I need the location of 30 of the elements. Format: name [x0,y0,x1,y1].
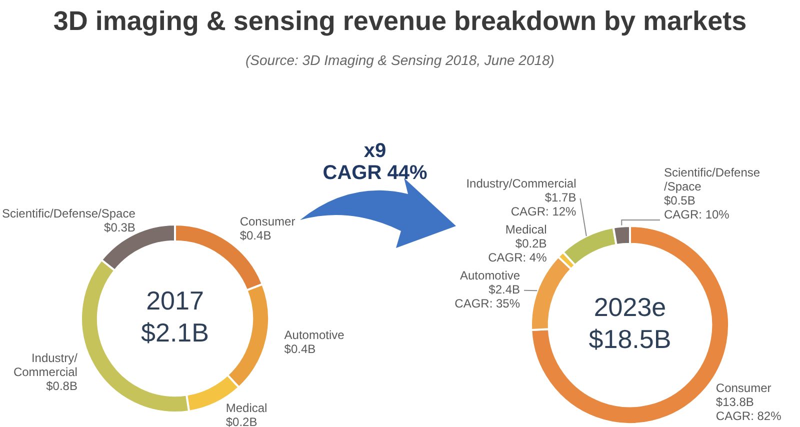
data-label: $0.4B [284,342,316,356]
data-label: $0.8B [46,378,78,393]
text: CAGR: 35% [454,296,520,311]
data-label: $2.4B [488,282,520,297]
text: CAGR: 12% [510,204,577,219]
text: CAGR: 10% [664,207,730,222]
slice-label: Medical [505,222,547,237]
text: CAGR: 82% [716,409,782,424]
data-label: $1.7B [544,190,576,205]
slice-label: Automotive [284,328,345,342]
data-label: $0.2B [226,415,258,427]
data-label: $0.4B [240,228,272,243]
slice-label: Automotive [460,268,520,283]
slice-label: Industry/Commercial [466,176,576,191]
slice-label: Medical [226,401,268,416]
data-label: $0.2B [515,236,547,251]
slice-label: Consumer [240,214,296,229]
text: 2023e $18.5B [588,292,672,354]
slice-label: Scientific/Defense/Space [2,206,136,221]
text: CAGR: 4% [488,250,548,265]
text: 3D imaging & sensing revenue breakdown by markets [52,6,748,37]
data-label: $0.3B [104,220,136,235]
data-label: $0.5B [664,193,696,208]
text: (Source: 3D Imaging & Sensing 2018, June 2018) [244,52,556,68]
slice-label: Industry/ Commercial [13,350,78,379]
text: 2017 $2.1B [141,286,209,348]
slice-label: Scientific/Defense /Space [664,165,760,194]
slice-label: Consumer [716,381,772,396]
data-label: $13.8B [716,395,754,410]
text: x9 CAGR 44% [322,140,428,184]
